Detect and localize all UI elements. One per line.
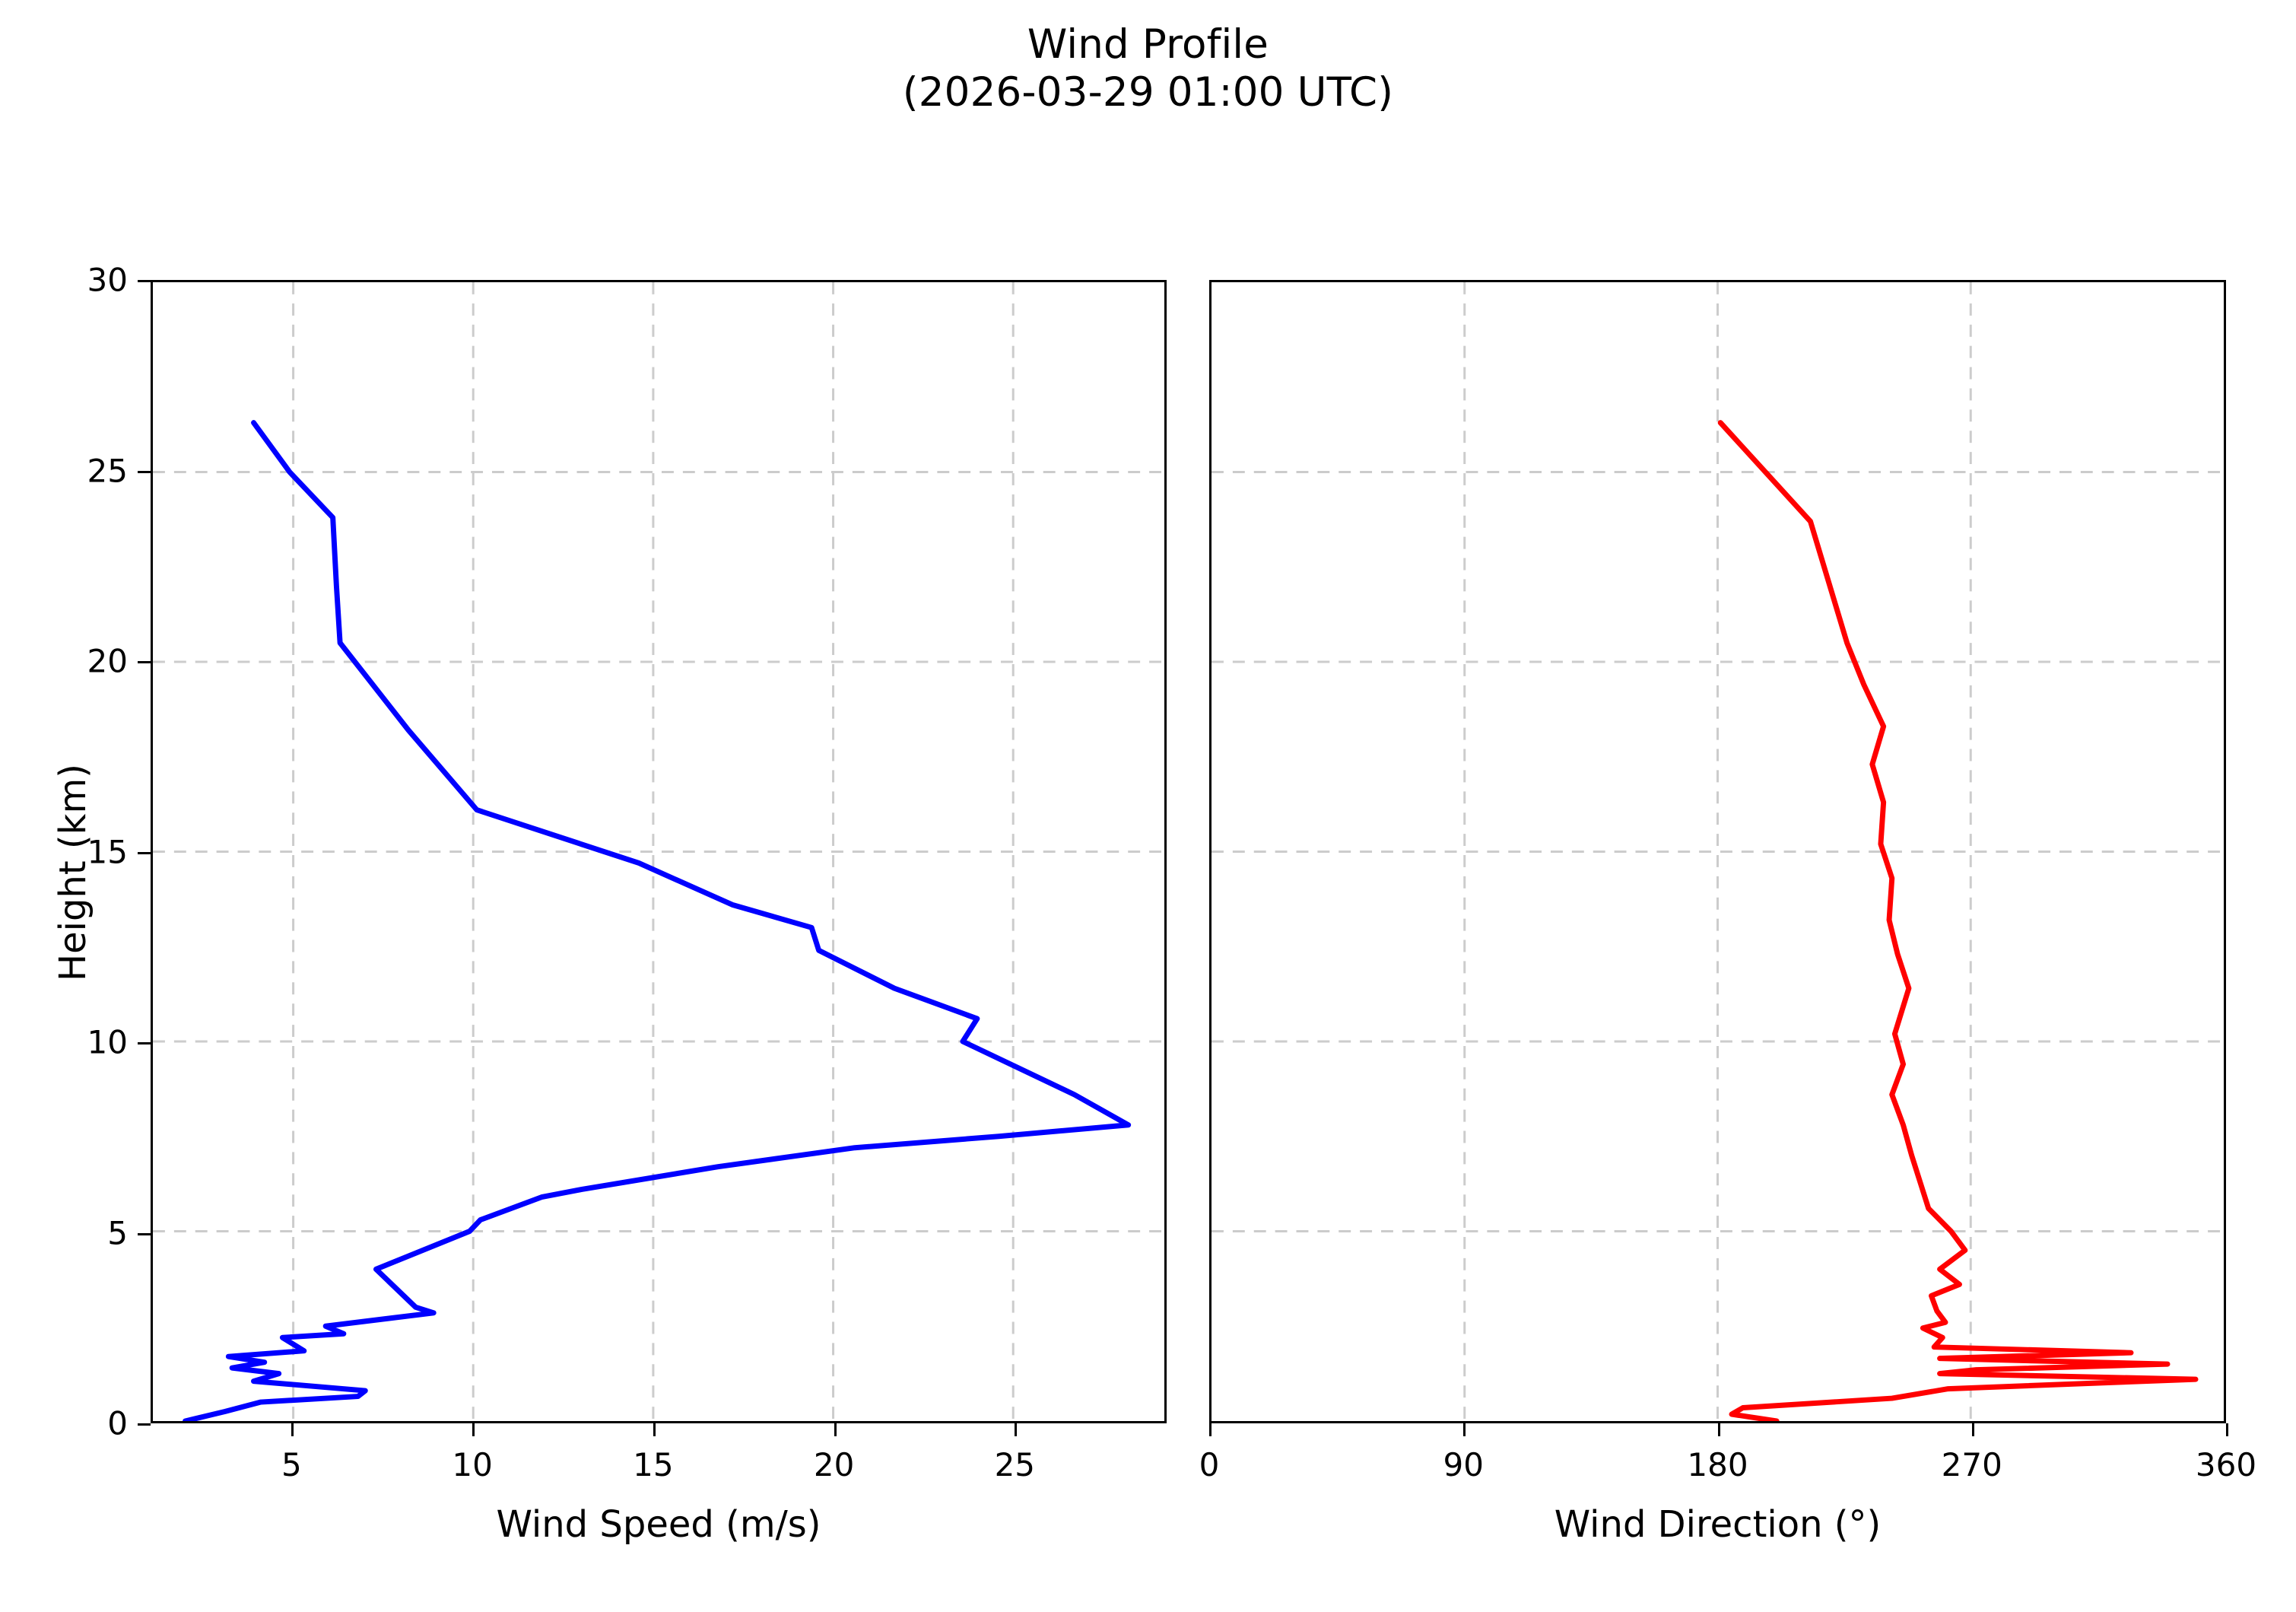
- wind-speed-gridlines: [153, 282, 1164, 1421]
- wind-speed-svg: [153, 282, 1164, 1421]
- x-tick-label: 180: [1687, 1446, 1748, 1483]
- x-tickmark: [653, 1423, 656, 1436]
- x-tick-label: 15: [633, 1446, 674, 1483]
- x-tickmark: [1015, 1423, 1018, 1436]
- y-tickmark: [138, 851, 151, 854]
- x-tickmark: [291, 1423, 294, 1436]
- x-tickmark: [1971, 1423, 1974, 1436]
- wind-direction-svg: [1212, 282, 2224, 1421]
- y-tick-label: 0: [107, 1404, 128, 1442]
- title-line-2: (2026-03-29 01:00 UTC): [902, 68, 1394, 116]
- x-tickmark: [1209, 1423, 1212, 1436]
- wind-direction-series-line: [1717, 420, 2199, 1421]
- wind-speed-plot-area: [153, 282, 1164, 1421]
- x-tick-label: 10: [452, 1446, 493, 1483]
- y-tickmark: [138, 1232, 151, 1235]
- y-tickmark: [138, 280, 151, 282]
- x-axis-label-speed: Wind Speed (m/s): [496, 1503, 821, 1546]
- wind-direction-plot-area: [1212, 282, 2224, 1421]
- x-tick-label: 20: [813, 1446, 855, 1483]
- x-tickmark: [1463, 1423, 1466, 1436]
- x-axis-label-direction: Wind Direction (°): [1554, 1503, 1882, 1546]
- y-tickmark: [138, 470, 151, 473]
- y-tickmark: [138, 1042, 151, 1044]
- wind-direction-gridlines: [1212, 282, 2224, 1421]
- wind-direction-plot-panel: [1209, 280, 2226, 1423]
- wind-speed-plot-panel: [151, 280, 1167, 1423]
- page-title: Wind Profile (2026-03-29 01:00 UTC): [0, 21, 2296, 116]
- y-tick-label: 5: [107, 1214, 128, 1251]
- y-tick-label: 30: [87, 261, 128, 299]
- wind-speed-series-line: [183, 420, 1132, 1421]
- x-tick-label: 25: [994, 1446, 1036, 1483]
- x-tick-label: 5: [281, 1446, 302, 1483]
- y-tick-label: 25: [87, 452, 128, 489]
- x-tick-label: 360: [2195, 1446, 2257, 1483]
- x-tickmark: [472, 1423, 475, 1436]
- y-tick-label: 10: [87, 1023, 128, 1061]
- title-line-1: Wind Profile: [1027, 21, 1269, 68]
- y-axis-label: Height (km): [52, 763, 94, 981]
- x-tickmark: [834, 1423, 837, 1436]
- y-tick-label: 20: [87, 642, 128, 680]
- x-tickmark: [1717, 1423, 1720, 1436]
- y-tick-label: 15: [87, 833, 128, 870]
- x-tick-label: 270: [1941, 1446, 2002, 1483]
- x-tickmark: [2226, 1423, 2228, 1436]
- y-tickmark: [138, 661, 151, 663]
- x-tick-label: 90: [1443, 1446, 1484, 1483]
- x-tick-label: 0: [1199, 1446, 1220, 1483]
- y-tickmark: [138, 1423, 151, 1426]
